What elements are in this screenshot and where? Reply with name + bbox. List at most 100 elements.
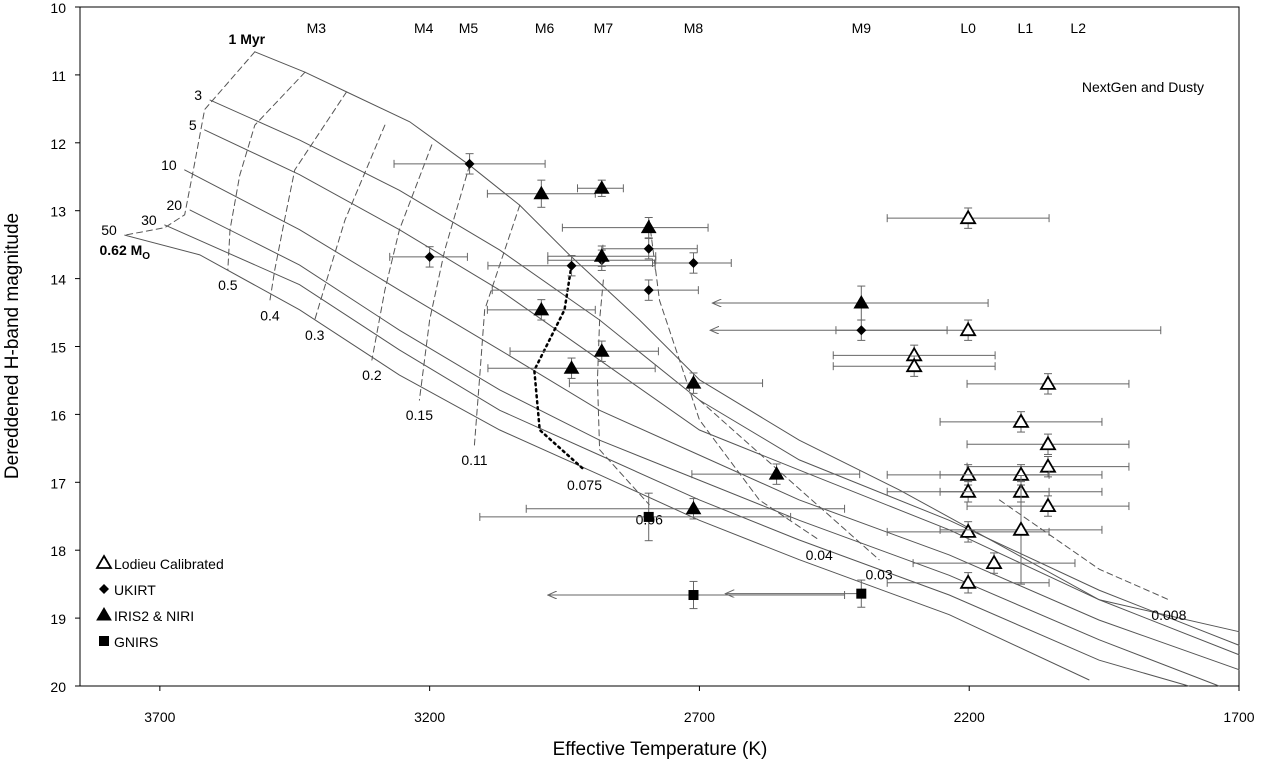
mass-track-label: 0.5	[218, 277, 238, 293]
isochrone-label: 30	[141, 212, 157, 228]
label-text: 3	[194, 87, 202, 103]
label-sub: O	[142, 251, 150, 262]
mass-track-label: 0.4	[260, 307, 280, 323]
isochrone	[209, 99, 1240, 646]
marker	[1039, 435, 1057, 451]
x-tick-label: 2700	[684, 709, 715, 725]
isochrone-label: 3	[194, 87, 202, 103]
mass-track-label: 0.03	[865, 567, 892, 583]
y-tick-label: 15	[50, 340, 66, 356]
label-text: 0.075	[567, 477, 602, 493]
mass-track	[314, 124, 386, 321]
marker	[1012, 521, 1030, 536]
mass-track	[227, 71, 306, 271]
isochrone-label: 10	[161, 157, 177, 173]
label-text: 0.03	[865, 567, 892, 583]
y-tick-label: 13	[50, 204, 66, 220]
isochrone-label: 20	[166, 197, 182, 213]
spectral-type: M7	[594, 20, 614, 36]
isochrone-label: 1 Myr	[229, 31, 266, 47]
marker	[593, 180, 610, 194]
mass-track	[533, 263, 586, 472]
mass-track	[648, 219, 820, 541]
marker	[99, 636, 109, 646]
isochrone	[254, 51, 1240, 633]
annotation: NextGen and Dusty	[1082, 79, 1204, 95]
spectral-type: M5	[459, 20, 479, 36]
label-text: 0.2	[362, 367, 382, 383]
label-text: 0.15	[406, 407, 433, 423]
label-text: 5	[189, 117, 197, 133]
marker	[853, 295, 870, 309]
marker	[566, 260, 577, 271]
marker	[95, 554, 113, 569]
isochrone	[184, 169, 1240, 671]
spectral-type: L1	[1018, 20, 1034, 36]
spectral-type: M4	[414, 20, 434, 36]
y-tick-label: 20	[50, 679, 66, 695]
marker	[959, 483, 977, 498]
marker	[905, 357, 923, 373]
legend-label: GNIRS	[114, 634, 158, 650]
label-text: 0.5	[218, 277, 238, 293]
marker	[1012, 413, 1030, 428]
mass-track-label: 0.04	[806, 547, 833, 563]
marker	[1039, 375, 1057, 390]
x-tick-label: 1700	[1223, 709, 1254, 725]
y-tick-label: 18	[50, 543, 66, 559]
spectral-type: M3	[307, 20, 327, 36]
mass-track	[371, 144, 433, 361]
x-tick-label: 3200	[414, 709, 445, 725]
marker	[533, 185, 550, 200]
legend-label: IRIS2 & NIRI	[114, 608, 194, 624]
marker	[424, 251, 435, 262]
marker	[593, 343, 610, 357]
label-text: 30	[141, 212, 157, 228]
marker	[593, 248, 610, 262]
x-tick-label: 3700	[144, 709, 175, 725]
marker	[643, 285, 654, 296]
mass-track	[998, 499, 1170, 601]
mass-track	[124, 51, 256, 236]
marker	[959, 523, 977, 538]
y-tick-label: 16	[50, 407, 66, 423]
label-text: 0.11	[461, 452, 487, 468]
marker	[96, 607, 112, 621]
label-text: 0.4	[260, 307, 280, 323]
marker	[985, 554, 1003, 570]
isochrone-label: 5	[189, 117, 197, 133]
y-tick-label: 17	[50, 475, 66, 491]
label-text: 1 Myr	[229, 31, 266, 47]
spectral-type: M6	[535, 20, 555, 36]
marker	[685, 375, 702, 389]
y-axis-label: Dereddened H-band magnitude	[2, 213, 23, 479]
spectral-type: M9	[852, 20, 872, 36]
spectral-type: M8	[684, 20, 704, 36]
y-tick-label: 10	[50, 0, 66, 16]
isochrone	[204, 129, 1240, 656]
label-text: 0.04	[806, 547, 833, 563]
y-tick-label: 14	[50, 272, 66, 288]
marker	[533, 301, 550, 316]
marker	[99, 584, 109, 594]
mass-track-label: 0.11	[461, 452, 487, 468]
marker	[959, 574, 977, 589]
isochrone-label: 50	[101, 222, 117, 238]
mass-track	[473, 204, 521, 446]
y-tick-label: 12	[50, 136, 66, 152]
label-text: 0.008	[1151, 607, 1186, 623]
marker	[464, 158, 475, 169]
spectral-type: L0	[960, 20, 976, 36]
isochrone	[164, 224, 1190, 687]
mass-track-label: 0.2	[362, 367, 382, 383]
mass-track-label: 0.3	[305, 327, 325, 343]
marker	[856, 325, 867, 336]
marker	[856, 588, 867, 599]
mass-track-label: 0.008	[1151, 607, 1186, 623]
legend-label: Lodieu Calibrated	[114, 556, 224, 572]
legend-label: UKIRT	[114, 582, 156, 598]
marker	[563, 360, 580, 374]
mass-track	[418, 164, 471, 401]
marker	[959, 466, 977, 481]
